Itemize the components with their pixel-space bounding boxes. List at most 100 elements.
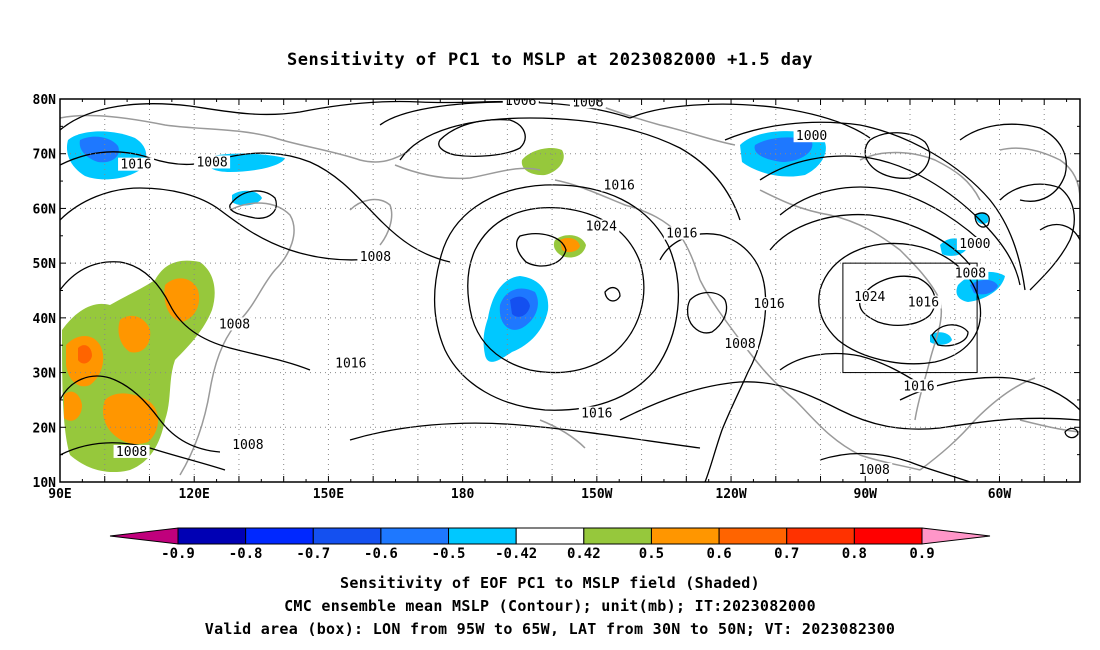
contour-label: 1008 <box>196 155 227 170</box>
contour-label-bg <box>118 157 155 171</box>
colorbar-label: -0.5 <box>432 546 466 562</box>
latitude-axis: 80N 70N 60N 50N 40N 30N 20N 10N <box>33 93 1080 491</box>
lon-tick-label: 120E <box>179 487 210 502</box>
colorbar-label: -0.7 <box>296 546 330 562</box>
contour-label-bg <box>900 379 937 393</box>
contour-label-bg <box>113 444 150 458</box>
lon-tick-label: 90W <box>854 487 878 502</box>
shade-asia-orange-4 <box>118 315 151 353</box>
contour-label-bg <box>229 437 266 451</box>
lat-tick-label: 60N <box>33 202 57 217</box>
contour-label: 1008 <box>116 445 147 460</box>
longitude-axis: 90E 120E 150E 180 150W 120W 90W 60W <box>48 99 1068 502</box>
lat-tick-label: 80N <box>33 93 57 108</box>
colorbar-label: -0.9 <box>161 546 195 562</box>
contour-label-bg <box>722 337 758 351</box>
colorbar-swatch <box>650 527 720 545</box>
contour-labels: 1008 1008 1000 1016 1008 1016 1024 1016 1000 1008… <box>113 94 993 478</box>
valid-area-box <box>842 262 978 374</box>
colorbar-swatch <box>177 527 247 545</box>
lon-tick-label: 60W <box>988 487 1012 502</box>
lat-tick-label: 40N <box>33 312 57 327</box>
lat-tick-label: 20N <box>33 421 57 436</box>
lon-tick-label: 90E <box>48 487 71 502</box>
lon-tick-label: 120W <box>715 487 746 502</box>
contour-label-bg <box>851 290 888 304</box>
colorbar-label: 0.8 <box>842 546 867 562</box>
contour-label-bg <box>502 99 539 108</box>
coastlines <box>60 99 1080 476</box>
contour-label: 1016 <box>581 407 612 422</box>
contour-label-bg <box>332 356 369 370</box>
contour-label-bg <box>663 226 700 240</box>
caption-contour: CMC ensemble mean MSLP (Contour); unit(m… <box>284 597 816 615</box>
contour-label: 1016 <box>335 356 366 371</box>
contour-label-bg <box>793 129 830 143</box>
shade-asia-orange-5 <box>64 391 82 421</box>
lat-tick-label: 70N <box>33 148 57 163</box>
contour-label: 1008 <box>572 95 603 110</box>
colorbar-swatch <box>786 527 855 545</box>
contour-label: 1024 <box>854 290 885 305</box>
colorbar-swatch <box>245 527 314 545</box>
contour-label-bg <box>216 317 253 331</box>
shade-siberia-blue-3 <box>232 190 262 206</box>
colorbar-label: 0.9 <box>909 546 934 562</box>
colorbar-label: 0.5 <box>639 546 664 562</box>
contour-label-bg <box>952 266 989 280</box>
lat-tick-label: 30N <box>33 367 57 382</box>
shade-canada-blue-dark <box>754 137 813 162</box>
contour-label-bg <box>194 155 231 169</box>
lat-tick-label: 50N <box>33 257 57 272</box>
contour-label: 1008 <box>360 250 391 265</box>
chart-title: Sensitivity of PC1 to MSLP at 2023082000… <box>286 50 813 70</box>
colorbar-label: -0.42 <box>495 546 537 562</box>
contour-label-bg <box>905 295 942 309</box>
colorbar-swatch <box>718 527 788 545</box>
colorbar-swatch <box>448 527 517 545</box>
contour-label: 1016 <box>753 297 784 312</box>
colorbar-label: 0.6 <box>706 546 731 562</box>
colorbar-swatch <box>380 527 450 545</box>
colorbar-label: -0.8 <box>229 546 263 562</box>
lon-tick-label: 150W <box>581 487 612 502</box>
contour-label-bg <box>357 250 394 264</box>
contour-label: 1016 <box>903 379 934 394</box>
contour-label-bg <box>751 297 788 311</box>
contour-label: 1016 <box>908 296 939 311</box>
colorbar-label: 0.42 <box>567 546 601 562</box>
lat-tick-label: 10N <box>33 476 57 491</box>
shade-asia-red <box>78 345 92 364</box>
colorbar-swatch <box>583 527 652 545</box>
contour-label: 1000 <box>796 129 827 144</box>
colorbar-low-triangle <box>109 527 179 545</box>
shade-siberia-blue-dark <box>79 136 119 163</box>
contour-label: 1008 <box>505 94 536 109</box>
contour-label: 1016 <box>120 158 151 173</box>
colorbar-swatch <box>853 527 923 545</box>
lon-tick-label: 180 <box>451 487 475 502</box>
contour-label: 1000 <box>959 237 990 252</box>
contour-label-bg <box>856 462 893 476</box>
contour-label-bg <box>956 236 993 250</box>
colorbar-label: -0.6 <box>364 546 398 562</box>
contour-label: 1008 <box>219 317 250 332</box>
caption-valid-area: Valid area (box): LON from 95W to 65W, L… <box>204 620 896 638</box>
contour-label: 1024 <box>586 219 617 234</box>
contour-label: 1016 <box>604 178 635 193</box>
contour-label: 1016 <box>666 227 697 242</box>
colorbar-high-triangle <box>921 527 991 545</box>
contour-label: 1008 <box>859 463 890 478</box>
colorbar-swatch <box>515 527 585 545</box>
colorbar-swatch <box>312 527 382 545</box>
contour-label: 1008 <box>724 337 755 352</box>
shade-asia-orange-2 <box>103 393 159 445</box>
caption-shading: Sensitivity of EOF PC1 to MSLP field (Sh… <box>340 574 760 592</box>
shade-atlantic-blue-5 <box>975 212 989 224</box>
colorbar-label: 0.7 <box>774 546 799 562</box>
contour-label-bg <box>569 99 606 109</box>
contour-label: 1008 <box>955 267 986 282</box>
contour-label-bg <box>601 178 638 192</box>
contour-label-bg <box>578 406 615 420</box>
